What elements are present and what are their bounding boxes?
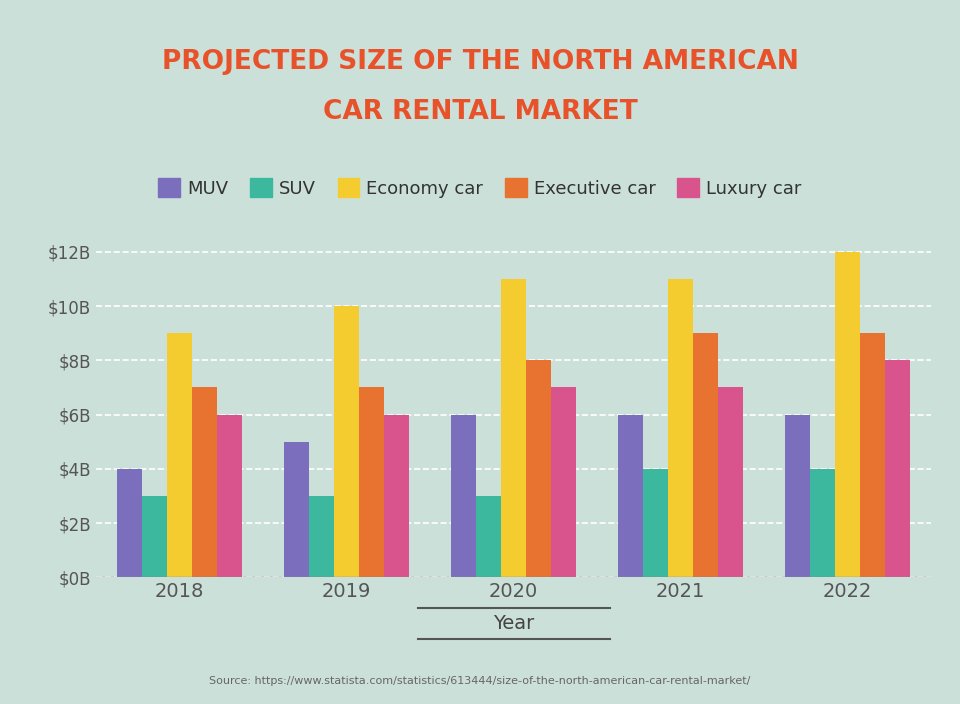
Text: PROJECTED SIZE OF THE NORTH AMERICAN: PROJECTED SIZE OF THE NORTH AMERICAN [161,49,799,75]
Bar [142,496,167,577]
Bar [334,306,359,577]
Bar [167,333,192,577]
Bar [476,496,501,577]
Text: CAR RENTAL MARKET: CAR RENTAL MARKET [323,99,637,125]
Bar [526,360,551,577]
Text: Source: https://www.statista.com/statistics/613444/size-of-the-north-american-ca: Source: https://www.statista.com/statist… [209,677,751,686]
Bar [718,387,743,577]
Bar [835,252,860,577]
Bar [618,415,643,577]
Bar [693,333,718,577]
Bar [810,469,835,577]
Bar [284,441,309,577]
Bar [785,415,810,577]
Bar [643,469,668,577]
Bar [860,333,885,577]
Bar [359,387,384,577]
Bar [117,469,142,577]
Bar [192,387,217,577]
Text: Year: Year [493,614,534,632]
Bar [668,279,693,577]
Bar [501,279,526,577]
Bar [217,415,242,577]
Bar [885,360,910,577]
Bar [551,387,576,577]
Bar [309,496,334,577]
Bar [451,415,476,577]
Legend: MUV, SUV, Economy car, Executive car, Luxury car: MUV, SUV, Economy car, Executive car, Lu… [151,171,809,205]
Bar [384,415,409,577]
